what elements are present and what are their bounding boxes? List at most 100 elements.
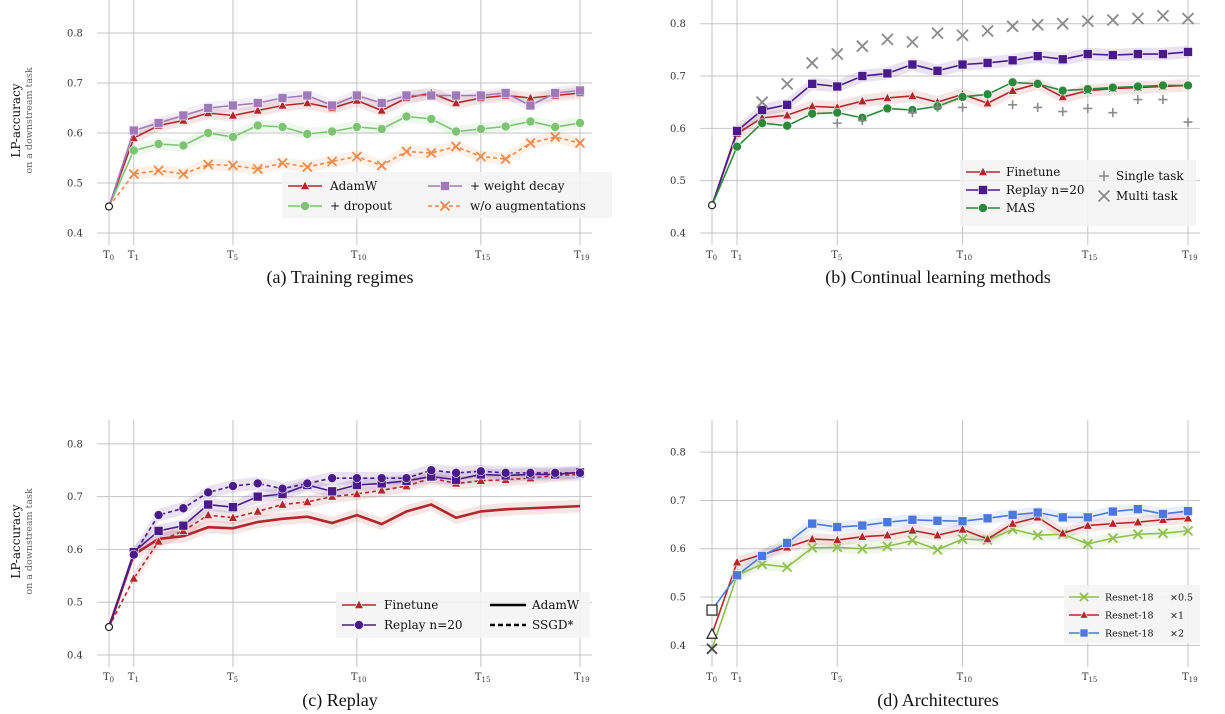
data-point: [932, 529, 943, 540]
data-point: [1007, 55, 1018, 66]
data-point: [401, 473, 412, 483]
data-point: [957, 59, 968, 70]
data-point: [857, 116, 867, 125]
data-point: [907, 108, 917, 118]
data-point: [757, 105, 767, 115]
legend-box: [336, 592, 590, 638]
data-point: [1007, 510, 1018, 520]
data-point: [1158, 509, 1168, 519]
data-point: [857, 520, 868, 531]
data-point: [252, 163, 263, 175]
data-point: [1183, 506, 1193, 516]
data-point: [426, 114, 437, 124]
x-tick-label: T0: [706, 250, 717, 262]
data-point: [882, 92, 893, 102]
data-point: [227, 512, 238, 522]
legend-swatch-marker: [978, 185, 988, 195]
data-point: [500, 121, 511, 132]
data-point: [153, 139, 164, 149]
data-point: [1183, 80, 1193, 91]
data-point: [153, 535, 164, 546]
series-band: [737, 503, 1188, 582]
data-point: [376, 473, 387, 483]
data-point: [203, 159, 214, 170]
data-point: [1008, 100, 1018, 110]
data-point: [881, 33, 894, 46]
panel-caption: (d) Architectures: [877, 690, 998, 711]
legend-swatch-marker: [1079, 609, 1089, 619]
x-tick-label: T0: [706, 672, 717, 684]
data-point: [227, 109, 238, 120]
data-point: [1183, 47, 1193, 57]
legend-swatch-marker: [1099, 171, 1109, 181]
legend-swatch-marker: [354, 599, 364, 609]
data-point: [1082, 538, 1093, 550]
data-point: [1133, 49, 1143, 59]
data-point: [1007, 85, 1018, 95]
data-point: [932, 65, 943, 76]
data-point: [500, 468, 511, 478]
x-tick-label: T5: [227, 672, 238, 684]
data-point: [500, 153, 511, 165]
data-point: [451, 97, 462, 107]
legend-swatch-marker: [354, 620, 364, 630]
data-point: [1183, 117, 1193, 127]
panel-caption: (b) Continual learning methods: [825, 267, 1050, 288]
data-point: [1107, 532, 1118, 544]
y-tick-label: 0.6: [670, 124, 686, 135]
data-point: [525, 137, 536, 149]
data-point: [806, 56, 819, 70]
legend-style-label: SSGD*: [532, 618, 573, 632]
data-point: [1131, 12, 1145, 25]
x-tick-label: T1: [128, 250, 139, 262]
legend-swatch-marker: [440, 181, 450, 191]
data-point: [832, 522, 843, 532]
data-point: [957, 523, 968, 534]
data-point: [1082, 84, 1093, 94]
data-point: [451, 126, 461, 137]
y-tick-label: 0.6: [67, 545, 83, 556]
data-point: [1032, 51, 1043, 61]
x-tick-label: T15: [1082, 250, 1098, 262]
start-point: [104, 622, 114, 632]
data-point: [782, 100, 792, 110]
x-tick-label: T15: [1082, 672, 1098, 684]
data-point: [857, 543, 868, 554]
legend-box: [960, 160, 1196, 226]
data-point: [1057, 527, 1068, 538]
data-point: [782, 538, 792, 548]
data-point: [1156, 9, 1170, 22]
data-point: [932, 515, 943, 526]
data-point: [228, 100, 238, 111]
data-point: [128, 549, 139, 560]
data-point: [302, 478, 313, 489]
panel-c-replay: 0.4 0.5 0.6 0.7 0.8 T0 T1 T5 T10 T15 T19 LP-accurac…: [9, 420, 592, 711]
data-point: [550, 468, 561, 478]
start-point: [706, 604, 718, 616]
panel-caption: (a) Training regimes: [267, 267, 414, 288]
series-line: [108, 473, 581, 628]
data-point: [228, 132, 238, 142]
data-point: [1032, 507, 1043, 518]
data-point: [178, 140, 189, 151]
data-point: [302, 496, 313, 506]
data-point: [1183, 512, 1193, 523]
data-point: [882, 529, 893, 540]
data-point: [1083, 103, 1093, 113]
data-point: [1082, 519, 1093, 530]
legend-entry-label: Single task: [1116, 169, 1184, 183]
y-tick-label: 0.4: [670, 229, 686, 240]
y-tick-label: 0.7: [67, 79, 83, 90]
data-point: [1032, 530, 1043, 541]
data-point: [1057, 85, 1068, 96]
data-point: [1032, 79, 1043, 89]
x-tick-label: T19: [574, 250, 590, 262]
data-point: [351, 488, 362, 498]
data-point: [732, 556, 743, 567]
data-point: [1157, 528, 1169, 539]
data-point: [575, 85, 585, 96]
data-point: [302, 97, 313, 107]
series-band: [133, 84, 580, 137]
series-line: [108, 136, 581, 207]
